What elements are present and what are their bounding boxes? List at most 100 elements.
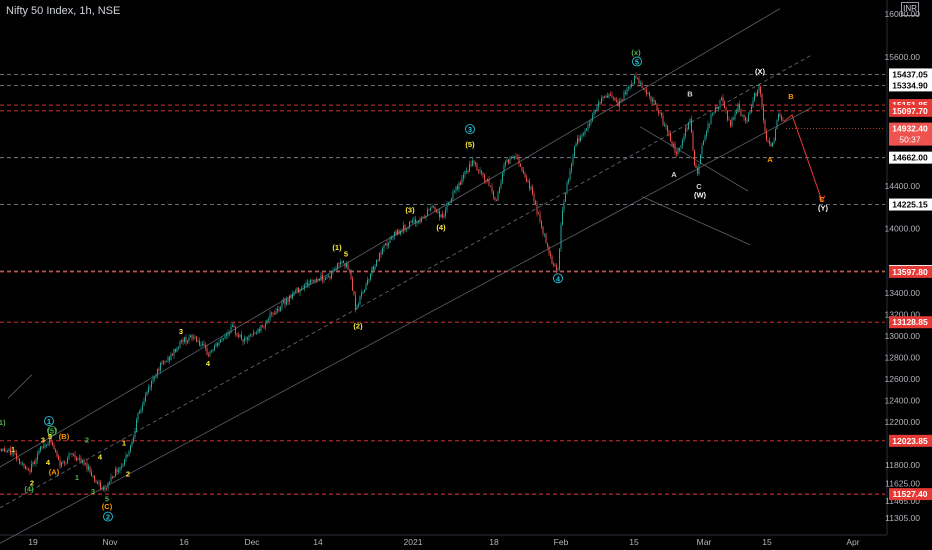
candle-body xyxy=(166,361,167,362)
candle-body xyxy=(769,140,770,144)
currency-badge[interactable]: INR xyxy=(901,2,919,16)
candle-body xyxy=(514,156,515,158)
candle-body xyxy=(740,109,742,116)
candle-body xyxy=(641,83,643,89)
candle-body xyxy=(410,221,412,223)
wave-label: (3) xyxy=(405,206,415,215)
price-tick-label: 16000.00 xyxy=(885,9,921,19)
candle-body xyxy=(400,231,401,235)
candle-body xyxy=(728,119,730,121)
candle-body xyxy=(293,292,295,294)
candle-body xyxy=(617,101,619,107)
candle-body xyxy=(478,169,479,171)
candle-body xyxy=(611,95,613,98)
candle-body xyxy=(325,277,326,280)
candle-body xyxy=(317,278,319,280)
candle-body xyxy=(770,143,772,147)
candle-body xyxy=(49,437,50,444)
candle-body xyxy=(377,259,379,261)
candle-body xyxy=(761,93,763,107)
candle-body xyxy=(287,299,289,302)
forecast-arrowhead xyxy=(818,195,826,202)
candle-body xyxy=(608,94,610,98)
candle-body xyxy=(332,270,334,273)
candle-body xyxy=(352,278,353,291)
candle-body xyxy=(686,128,688,130)
candle-body xyxy=(629,86,631,88)
candle-body xyxy=(10,448,11,455)
candle-body xyxy=(398,230,400,235)
price-tick-label: 12200.00 xyxy=(885,417,921,427)
candle-body xyxy=(764,120,766,132)
last-price-label: 14932.40 xyxy=(892,124,928,134)
candle-body xyxy=(458,182,460,190)
candle-body xyxy=(418,220,419,223)
candle-body xyxy=(218,342,220,346)
candle-body xyxy=(295,291,296,293)
candle-body xyxy=(346,263,347,267)
candle-body xyxy=(781,116,782,120)
candle-body xyxy=(472,160,473,166)
wave-label: 3 xyxy=(179,327,183,336)
candle-body xyxy=(509,157,511,164)
candle-body xyxy=(235,327,236,334)
candle-body xyxy=(335,268,337,271)
wave-label: (5) xyxy=(465,140,475,149)
candle-body xyxy=(481,170,482,173)
candle-body xyxy=(673,143,674,146)
candle-body xyxy=(757,90,758,96)
candle-body xyxy=(169,357,170,361)
candle-body xyxy=(692,132,694,151)
candle-body xyxy=(742,115,743,117)
level-price-label: 15334.90 xyxy=(892,80,928,90)
candle-body xyxy=(538,213,539,215)
time-tick-label: 2021 xyxy=(404,537,423,547)
candle-body xyxy=(463,174,464,179)
price-tick-label: 11800.00 xyxy=(885,460,920,470)
candle-body xyxy=(635,76,637,78)
level-price-label: 14662.00 xyxy=(892,153,928,163)
candle-body xyxy=(559,248,560,269)
candle-body xyxy=(550,253,551,257)
candle-body xyxy=(280,307,281,311)
candle-body xyxy=(62,461,64,463)
countdown-label: 50:37 xyxy=(899,135,921,145)
wave-label-circle xyxy=(103,511,113,522)
candle-body xyxy=(1,449,2,452)
candle-body xyxy=(416,222,418,224)
candle-body xyxy=(422,217,424,219)
candle-body xyxy=(763,106,764,121)
candle-body xyxy=(443,215,445,218)
candle-body xyxy=(167,357,169,362)
wave-label: C xyxy=(696,182,702,191)
candle-body xyxy=(577,138,578,145)
candle-body xyxy=(127,455,128,456)
candle-body xyxy=(326,277,328,278)
candle-body xyxy=(743,115,745,118)
time-tick-label: Mar xyxy=(697,537,712,547)
candle-body xyxy=(623,92,625,100)
time-tick-label: Nov xyxy=(102,537,118,547)
candle-body xyxy=(53,445,55,450)
candle-body xyxy=(766,131,767,141)
candle-body xyxy=(244,337,245,342)
candle-body xyxy=(241,334,242,340)
candle-body xyxy=(328,276,329,278)
candle-body xyxy=(437,211,439,213)
candle-body xyxy=(520,163,521,167)
candle-body xyxy=(734,113,736,120)
candle-body xyxy=(59,459,61,467)
candle-body xyxy=(239,334,241,337)
candle-body xyxy=(251,334,253,336)
candle-body xyxy=(172,354,173,356)
candle-body xyxy=(449,201,451,203)
candle-body xyxy=(755,93,757,96)
candle-body xyxy=(25,466,26,470)
candle-body xyxy=(496,200,497,201)
candle-body xyxy=(83,460,85,464)
price-tick-label: 13000.00 xyxy=(885,331,921,341)
candle-body xyxy=(574,146,575,157)
candle-body xyxy=(512,156,514,159)
candle-body xyxy=(427,209,428,216)
